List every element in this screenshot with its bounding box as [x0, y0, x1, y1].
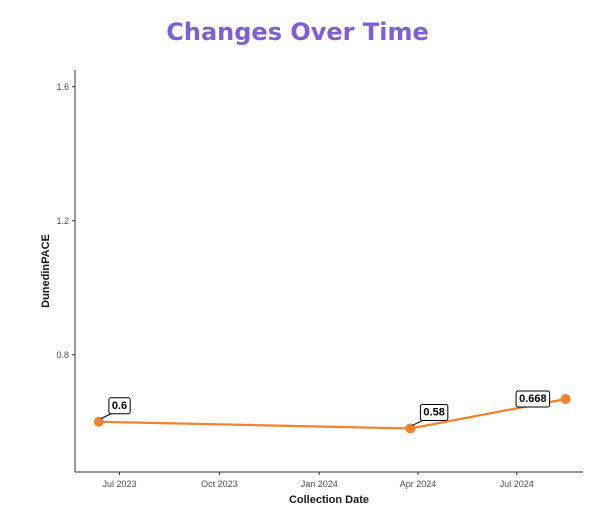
x-ticks: Jul 2023 Oct 2023 Jan 2024 Apr 2024 Jul 2024 — [102, 472, 534, 489]
data-point — [405, 423, 416, 434]
y-tick-label: 0.8 — [56, 350, 69, 360]
data-label-text: 0.6 — [112, 400, 127, 412]
data-label-text: 0.58 — [423, 406, 444, 418]
axes — [74, 70, 583, 473]
x-tick-label: Oct 2023 — [201, 479, 238, 489]
chart-title: Changes Over Time — [166, 18, 429, 46]
y-tick-label: 1.2 — [56, 216, 69, 226]
data-label-leader — [100, 413, 112, 420]
data-label-leader — [412, 420, 423, 426]
data-label: 0.58 — [412, 403, 449, 426]
data-label-box — [419, 403, 449, 421]
x-axis-title: Collection Date — [289, 494, 369, 506]
data-point — [560, 393, 571, 404]
y-ticks: 0.8 1.2 1.6 — [56, 82, 75, 360]
data-label-text: 0.668 — [519, 393, 547, 405]
data-point — [93, 416, 104, 427]
data-label: 0.6 — [100, 397, 131, 420]
series-layer — [93, 393, 571, 434]
data-label-box — [108, 397, 131, 415]
data-label-box — [515, 390, 551, 408]
series-line — [98, 397, 566, 430]
y-axis-title: DunedinPACE — [40, 234, 52, 308]
x-tick-label: Jan 2024 — [301, 479, 338, 489]
y-tick-label: 1.6 — [56, 82, 69, 92]
x-tick-label: Apr 2024 — [400, 479, 437, 489]
x-tick-label: Jul 2024 — [500, 479, 534, 489]
data-label: 0.668 — [515, 390, 551, 408]
x-tick-label: Jul 2023 — [102, 479, 136, 489]
data-labels: 0.6 0.58 0.668 — [100, 390, 551, 426]
